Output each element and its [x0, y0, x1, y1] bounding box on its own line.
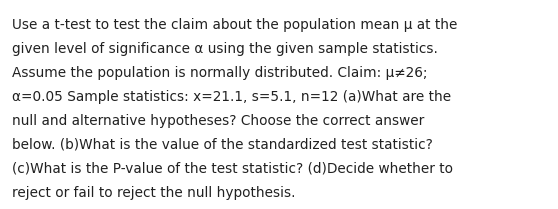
Text: Assume the population is normally distributed. Claim: μ≠26;: Assume the population is normally distri…: [12, 66, 428, 80]
Text: given level of significance α using the given sample statistics.: given level of significance α using the …: [12, 42, 438, 56]
Text: α=0.05 Sample statistics: x=21.1, s=5.1, n=12 (a)What are the: α=0.05 Sample statistics: x=21.1, s=5.1,…: [12, 90, 451, 104]
Text: (c)What is the P-value of the test statistic? (d)Decide whether to: (c)What is the P-value of the test stati…: [12, 162, 453, 176]
Text: null and alternative hypotheses? Choose the correct answer: null and alternative hypotheses? Choose …: [12, 114, 425, 128]
Text: below. (b)What is the value of the standardized test statistic?: below. (b)What is the value of the stand…: [12, 138, 433, 152]
Text: Use a t-test to test the claim about the population mean μ at the: Use a t-test to test the claim about the…: [12, 18, 458, 32]
Text: reject or fail to reject the null hypothesis.: reject or fail to reject the null hypoth…: [12, 186, 296, 200]
